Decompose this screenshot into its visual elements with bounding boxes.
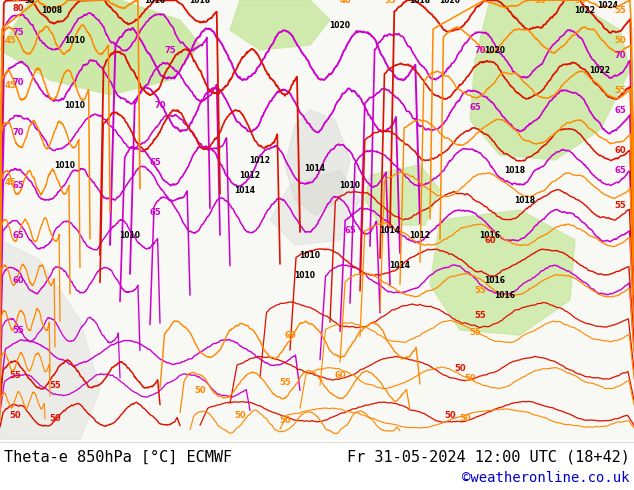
- Text: 1012: 1012: [250, 155, 271, 165]
- Text: 1018: 1018: [410, 0, 430, 4]
- Polygon shape: [470, 0, 630, 160]
- Text: 35: 35: [25, 0, 36, 4]
- Text: 55: 55: [279, 377, 291, 387]
- Text: 65: 65: [149, 207, 161, 217]
- Text: 65: 65: [149, 157, 161, 167]
- Text: 60: 60: [284, 330, 296, 340]
- Text: 70: 70: [474, 46, 486, 54]
- Polygon shape: [270, 170, 360, 245]
- Text: 55: 55: [474, 286, 486, 294]
- Text: 60: 60: [484, 236, 496, 245]
- Text: 1022: 1022: [590, 66, 611, 74]
- Text: 60: 60: [614, 146, 626, 154]
- Text: 55: 55: [49, 381, 61, 390]
- Text: 1012: 1012: [240, 171, 261, 179]
- Text: 55: 55: [474, 311, 486, 319]
- Text: 60: 60: [334, 370, 346, 379]
- Polygon shape: [285, 110, 350, 215]
- Text: 45: 45: [4, 80, 16, 90]
- Text: 40: 40: [339, 0, 351, 4]
- Text: 55: 55: [614, 5, 626, 15]
- Text: ©weatheronline.co.uk: ©weatheronline.co.uk: [462, 471, 630, 485]
- Text: 1016: 1016: [484, 275, 505, 285]
- Text: 50: 50: [234, 411, 246, 419]
- Text: 1016: 1016: [479, 230, 500, 240]
- Text: 55: 55: [9, 370, 21, 379]
- Text: 60: 60: [12, 275, 24, 285]
- Polygon shape: [0, 0, 200, 95]
- Text: 1010: 1010: [65, 100, 86, 109]
- Text: 70: 70: [154, 100, 165, 109]
- Text: 50: 50: [454, 364, 466, 372]
- Text: 1014: 1014: [304, 164, 325, 172]
- Polygon shape: [430, 210, 575, 335]
- Text: 50: 50: [459, 414, 471, 422]
- Text: 50: 50: [9, 411, 21, 419]
- Text: 1018: 1018: [505, 166, 526, 174]
- Text: 45: 45: [9, 0, 21, 2]
- Text: 55: 55: [614, 85, 626, 95]
- Text: 1010: 1010: [299, 250, 321, 260]
- Text: 1014: 1014: [389, 261, 410, 270]
- Text: 55: 55: [534, 0, 546, 4]
- Text: 55: 55: [469, 327, 481, 337]
- Text: 65: 65: [12, 180, 24, 190]
- Text: 50: 50: [49, 414, 61, 422]
- Polygon shape: [230, 0, 330, 50]
- Text: 65: 65: [614, 105, 626, 115]
- Text: 1020: 1020: [484, 46, 505, 54]
- Text: 1016: 1016: [145, 0, 165, 4]
- Text: 75: 75: [164, 46, 176, 54]
- Text: 75: 75: [12, 27, 24, 36]
- Text: 1010: 1010: [119, 230, 141, 240]
- Text: 1020: 1020: [330, 21, 351, 29]
- Text: 45: 45: [4, 35, 16, 45]
- Text: 1018: 1018: [190, 0, 210, 4]
- Text: 80: 80: [12, 3, 23, 13]
- Text: 1010: 1010: [55, 161, 75, 170]
- Text: 1014: 1014: [380, 225, 401, 235]
- Text: 70: 70: [12, 77, 23, 87]
- Text: 50: 50: [194, 386, 206, 394]
- Text: Fr 31-05-2024 12:00 UTC (18+42): Fr 31-05-2024 12:00 UTC (18+42): [347, 449, 630, 465]
- Text: 1012: 1012: [410, 230, 430, 240]
- Text: 55: 55: [12, 325, 24, 335]
- Text: 45: 45: [4, 177, 16, 187]
- Text: 50: 50: [614, 35, 626, 45]
- Text: 55: 55: [614, 200, 626, 210]
- Text: 65: 65: [12, 230, 24, 240]
- Text: 1018: 1018: [514, 196, 536, 204]
- Text: 65: 65: [614, 166, 626, 174]
- Text: 1022: 1022: [574, 5, 595, 15]
- Text: 1016: 1016: [495, 291, 515, 299]
- Text: 55: 55: [574, 0, 586, 4]
- Text: 1010: 1010: [339, 180, 361, 190]
- Text: Theta-e 850hPa [°C] ECMWF: Theta-e 850hPa [°C] ECMWF: [4, 449, 232, 465]
- Text: 50: 50: [279, 416, 291, 424]
- Polygon shape: [365, 165, 440, 225]
- Text: 70: 70: [12, 127, 23, 137]
- Text: 50: 50: [444, 411, 456, 419]
- Text: 1010: 1010: [65, 35, 86, 45]
- Text: 50: 50: [464, 373, 476, 383]
- Text: 1010: 1010: [295, 270, 316, 279]
- Text: 1024: 1024: [597, 0, 619, 9]
- Text: 35: 35: [384, 0, 396, 4]
- Polygon shape: [0, 240, 100, 440]
- Text: 1020: 1020: [439, 0, 460, 4]
- Text: 1008: 1008: [41, 5, 63, 15]
- Text: 1014: 1014: [235, 186, 256, 195]
- Text: 65: 65: [344, 225, 356, 235]
- Text: 65: 65: [469, 102, 481, 112]
- Text: 70: 70: [614, 50, 626, 59]
